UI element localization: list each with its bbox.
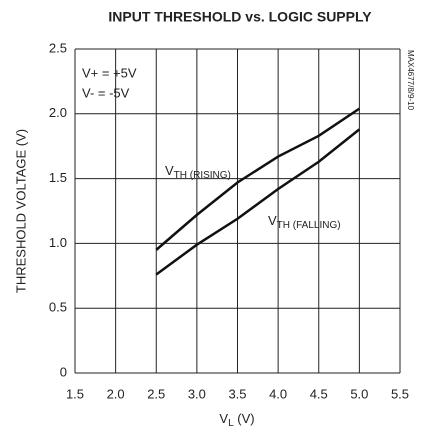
series-line	[155, 107, 361, 251]
series-line	[155, 128, 361, 276]
x-label-sub: L	[228, 418, 234, 429]
x-tick-label: 5.5	[391, 386, 409, 401]
series-label: VTH (FALLING)	[268, 213, 341, 230]
note: V- = -5V	[82, 85, 130, 100]
x-tick-label: 3.0	[188, 386, 206, 401]
series-label-sub: TH (RISING)	[174, 170, 231, 181]
series-label: VTH (RISING)	[165, 163, 231, 180]
x-tick-label: 5.0	[350, 386, 368, 401]
y-tick-label: 0	[60, 364, 67, 379]
note: V+ = +5V	[82, 65, 137, 80]
y-axis-label: THRESHOLD VOLTAGE (V)	[13, 129, 28, 293]
y-tick-label: 2.0	[49, 105, 67, 120]
x-tick-label: 1.5	[66, 386, 84, 401]
x-label-unit: (V)	[234, 411, 255, 426]
series-label-sub: TH (FALLING)	[277, 220, 341, 231]
x-tick-label: 2.0	[107, 386, 125, 401]
y-tick-label: 1.0	[49, 235, 67, 250]
y-tick-label: 2.5	[49, 40, 67, 55]
x-tick-label: 4.5	[310, 386, 328, 401]
side-code: MAX4677/8/9-10	[406, 50, 415, 111]
chart-title: INPUT THRESHOLD vs. LOGIC SUPPLY	[108, 9, 372, 25]
series-label-base: V	[268, 213, 277, 228]
y-tick-label: 1.5	[49, 170, 67, 185]
y-tick-label: 0.5	[49, 300, 67, 315]
series-label-base: V	[165, 163, 174, 178]
x-tick-label: 3.5	[228, 386, 246, 401]
x-axis-label: VL (V)	[219, 411, 254, 428]
x-tick-label: 4.0	[269, 386, 287, 401]
x-label-base: V	[219, 411, 228, 426]
x-tick-label: 2.5	[147, 386, 165, 401]
